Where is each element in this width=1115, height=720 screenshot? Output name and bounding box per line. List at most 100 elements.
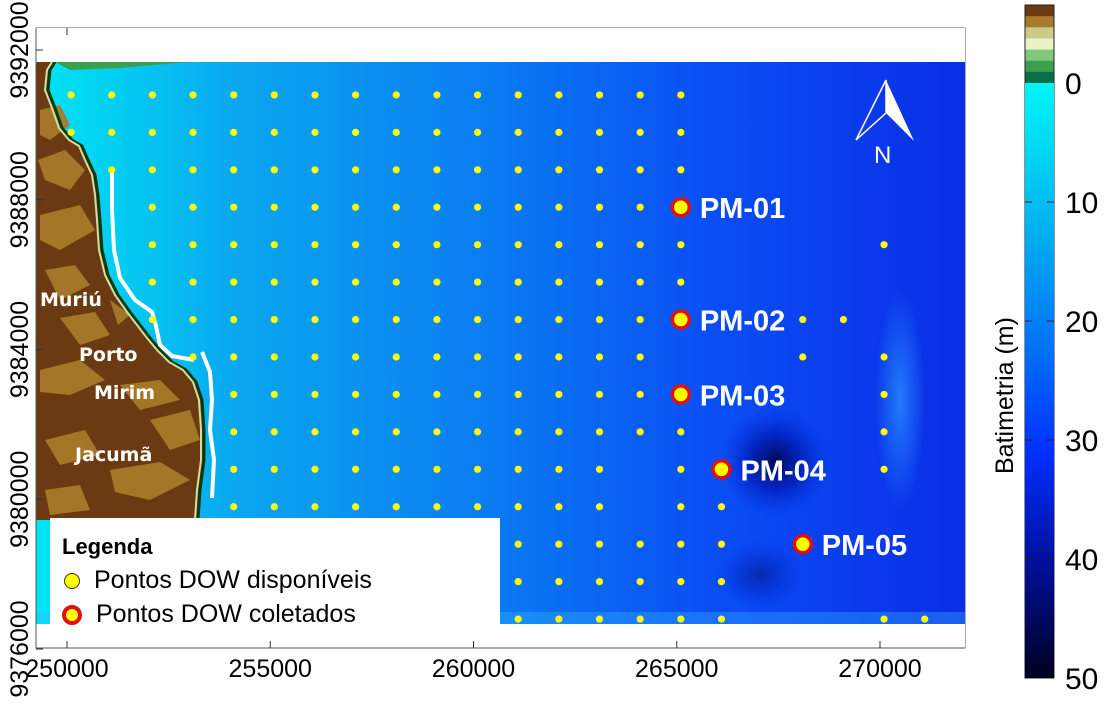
available-point — [392, 503, 400, 511]
land-patches — [38, 105, 200, 515]
available-point — [636, 578, 644, 586]
collected-point-pm-02 — [670, 309, 692, 330]
available-point — [392, 203, 400, 211]
available-point — [352, 128, 360, 136]
collected-point-pm-05 — [792, 533, 814, 555]
available-point — [270, 315, 278, 324]
available-point — [230, 91, 238, 99]
available-point — [677, 241, 685, 249]
collected-point-label: PM-03 — [700, 380, 785, 412]
available-point — [677, 278, 685, 286]
y-tick-label: 9388000 — [6, 151, 34, 248]
available-point — [473, 241, 482, 249]
x-tick-label: 265000 — [635, 655, 718, 683]
available-point — [473, 503, 482, 511]
deep-zone-2 — [715, 540, 805, 610]
collected-point-label: PM-05 — [822, 530, 907, 562]
place-label-mirim: Mirim — [94, 382, 155, 404]
available-point — [230, 203, 238, 211]
available-point — [311, 390, 319, 399]
available-point — [433, 428, 441, 436]
available-point — [148, 91, 156, 99]
available-point — [555, 203, 563, 211]
available-point — [555, 241, 563, 249]
colorbar-land-segment — [1025, 49, 1054, 62]
colorbar-tick-label: 0 — [1065, 68, 1082, 101]
colorbar-land-segment — [1025, 38, 1054, 51]
x-tick-label: 260000 — [432, 655, 515, 683]
available-point — [270, 390, 278, 399]
available-point — [230, 428, 238, 436]
available-point — [311, 503, 319, 511]
available-point — [433, 503, 441, 511]
available-point — [636, 128, 644, 136]
available-point — [352, 166, 360, 174]
available-point — [636, 540, 644, 548]
available-point — [636, 428, 644, 436]
available-point — [67, 128, 75, 136]
available-point — [230, 241, 238, 249]
available-point — [677, 503, 685, 511]
available-point — [473, 390, 482, 399]
available-point — [433, 203, 441, 211]
available-point — [230, 465, 238, 473]
available-point — [473, 91, 482, 99]
available-point — [880, 428, 888, 436]
available-point — [595, 166, 604, 174]
available-point — [392, 465, 400, 473]
available-point — [514, 278, 522, 286]
available-point — [67, 91, 75, 99]
available-point — [392, 241, 400, 249]
available-point — [636, 241, 644, 249]
colorbar-tick-label: 40 — [1065, 544, 1098, 577]
available-point — [555, 166, 563, 174]
x-tick-label: 255000 — [229, 655, 312, 683]
available-point — [189, 241, 197, 249]
available-point — [392, 353, 400, 361]
available-point — [717, 615, 726, 623]
collected-point-pm-04 — [711, 459, 732, 480]
available-point — [555, 503, 563, 511]
available-point — [555, 128, 563, 136]
available-point — [595, 353, 604, 361]
available-point — [392, 166, 400, 174]
available-point — [473, 315, 482, 324]
collected-point-pm-01 — [670, 196, 692, 218]
available-point — [514, 428, 522, 436]
available-point — [677, 91, 685, 99]
available-point — [189, 353, 197, 361]
y-tick-label: 9392000 — [6, 1, 34, 98]
available-point — [717, 503, 726, 511]
available-point — [555, 315, 563, 324]
reef-line-south — [200, 351, 217, 499]
red-ring-dot-icon — [62, 604, 82, 625]
collected-point-pm-03 — [670, 384, 692, 405]
available-point — [230, 503, 238, 511]
available-point — [392, 390, 400, 399]
available-point — [636, 203, 644, 211]
collected-point-label: PM-01 — [700, 193, 785, 225]
available-point — [514, 503, 522, 511]
available-point — [677, 540, 685, 548]
available-point — [189, 166, 197, 174]
available-point — [595, 578, 604, 586]
available-point — [514, 578, 522, 586]
available-point — [311, 428, 319, 436]
colorbar-label: Batimetria (m) — [991, 317, 1019, 474]
available-point — [921, 615, 929, 623]
legend-label-available: Pontos DOW disponíveis — [94, 566, 372, 594]
available-point — [352, 390, 360, 399]
available-point — [880, 615, 888, 623]
available-point — [352, 428, 360, 436]
available-point — [392, 91, 400, 99]
available-point — [636, 615, 644, 623]
available-point — [352, 503, 360, 511]
x-axis: 250000 255000 260000 265000 270000 — [25, 28, 965, 683]
available-point — [352, 241, 360, 249]
available-point — [433, 91, 441, 99]
available-point — [636, 353, 644, 361]
available-point — [311, 166, 319, 174]
place-label-muriu: Muriú — [40, 289, 102, 311]
coastline — [46, 61, 206, 521]
available-point — [433, 241, 441, 249]
